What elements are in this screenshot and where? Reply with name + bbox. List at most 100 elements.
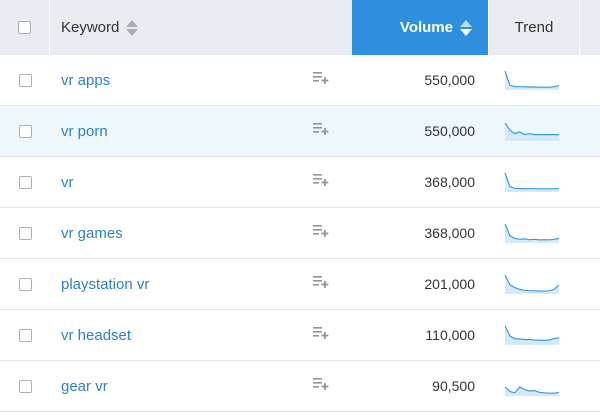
volume-value: 90,500	[432, 378, 475, 394]
keyword-link[interactable]: vr headset	[61, 326, 132, 344]
volume-header-label: Volume	[399, 19, 453, 36]
trend-area	[505, 326, 559, 345]
row-checkbox[interactable]	[18, 277, 32, 291]
playlist-add-icon[interactable]	[313, 173, 329, 192]
volume-cell: 368,000	[352, 208, 488, 258]
trend-sparkline	[504, 386, 560, 396]
trend-cell	[504, 208, 562, 258]
volume-cell: 90,500	[352, 361, 488, 411]
add-to-list-cell	[306, 157, 336, 207]
trend-area	[505, 173, 559, 192]
keyword-link[interactable]: vr porn	[61, 122, 108, 140]
trend-sparkline	[504, 274, 560, 294]
table-row: playstation vr 201,000	[0, 259, 600, 310]
keyword-cell: vr porn	[50, 106, 300, 156]
table-row: vr 368,000	[0, 157, 600, 208]
volume-value: 368,000	[424, 225, 475, 241]
volume-value: 550,000	[424, 72, 475, 88]
volume-cell: 201,000	[352, 259, 488, 309]
row-checkbox[interactable]	[18, 328, 32, 342]
trend-line	[504, 325, 560, 341]
row-checkbox-cell	[0, 208, 50, 258]
add-to-list-cell	[306, 259, 336, 309]
trend-sparkline	[504, 325, 560, 345]
trend-area	[505, 224, 559, 243]
row-checkbox-cell	[0, 55, 50, 105]
table-row: vr headset 110,000	[0, 310, 600, 361]
add-to-list-cell	[306, 208, 336, 258]
trend-sparkline	[504, 122, 559, 141]
volume-value: 201,000	[424, 276, 475, 292]
add-to-list-cell	[306, 55, 336, 105]
row-checkbox[interactable]	[18, 175, 32, 189]
playlist-add-icon[interactable]	[313, 122, 329, 141]
table-row: vr games 368,000	[0, 208, 600, 259]
row-checkbox[interactable]	[18, 379, 32, 393]
row-checkbox-cell	[0, 106, 50, 156]
keyword-link[interactable]: playstation vr	[61, 275, 150, 293]
trend-cell	[504, 106, 562, 156]
trend-area	[505, 122, 559, 141]
trend-column-header: Trend	[488, 0, 580, 55]
playlist-add-icon[interactable]	[313, 71, 329, 90]
trend-sparkline	[504, 172, 560, 192]
keyword-cell: vr	[50, 157, 300, 207]
volume-cell: 368,000	[352, 157, 488, 207]
trend-line	[504, 274, 560, 292]
playlist-add-icon[interactable]	[313, 275, 329, 294]
trend-cell	[504, 361, 562, 411]
sort-arrows-icon[interactable]	[460, 19, 472, 37]
trend-cell	[504, 259, 562, 309]
keyword-cell: playstation vr	[50, 259, 300, 309]
select-all-checkbox[interactable]	[18, 21, 31, 34]
trend-area	[505, 71, 559, 90]
row-checkbox[interactable]	[18, 226, 32, 240]
table-row: gear vr 90,500	[0, 361, 600, 412]
volume-cell: 550,000	[352, 55, 488, 105]
keyword-cell: vr apps	[50, 55, 300, 105]
table-row: vr apps 550,000	[0, 55, 600, 106]
volume-column-header[interactable]: Volume	[352, 0, 488, 55]
keyword-link[interactable]: gear vr	[61, 377, 108, 395]
keyword-column-header[interactable]: Keyword	[50, 0, 352, 55]
volume-value: 110,000	[425, 327, 475, 343]
add-to-list-cell	[306, 361, 336, 411]
row-checkbox-cell	[0, 157, 50, 207]
keyword-cell: gear vr	[50, 361, 300, 411]
keyword-link[interactable]: vr games	[61, 224, 123, 242]
trend-line	[504, 223, 560, 241]
row-checkbox-cell	[0, 361, 50, 411]
volume-cell: 550,000	[352, 106, 488, 156]
trend-line	[504, 70, 560, 88]
trend-line	[504, 172, 560, 190]
row-checkbox[interactable]	[18, 124, 32, 138]
trend-cell	[504, 310, 562, 360]
table-header: Keyword Volume Trend	[0, 0, 600, 55]
row-checkbox-cell	[0, 310, 50, 360]
keyword-header-label: Keyword	[61, 19, 120, 36]
trend-sparkline	[504, 223, 560, 243]
sort-arrows-icon[interactable]	[126, 19, 139, 37]
trend-sparkline	[504, 70, 560, 90]
table-row: vr porn 550,000	[0, 106, 600, 157]
keyword-link[interactable]: vr	[61, 173, 74, 191]
volume-value: 368,000	[424, 174, 475, 190]
trend-cell	[504, 55, 562, 105]
header-checkbox-cell	[0, 0, 50, 55]
volume-value: 550,000	[424, 123, 475, 139]
add-to-list-cell	[306, 310, 336, 360]
row-checkbox[interactable]	[18, 73, 32, 87]
keyword-cell: vr games	[50, 208, 300, 258]
row-checkbox-cell	[0, 259, 50, 309]
keyword-cell: vr headset	[50, 310, 300, 360]
playlist-add-icon[interactable]	[313, 224, 329, 243]
trend-line	[504, 386, 560, 394]
trend-area	[505, 386, 559, 396]
playlist-add-icon[interactable]	[313, 326, 329, 345]
keyword-link[interactable]: vr apps	[61, 71, 111, 89]
trend-header-label: Trend	[514, 19, 554, 36]
trend-line	[504, 122, 559, 136]
volume-cell: 110,000	[352, 310, 488, 360]
playlist-add-icon[interactable]	[313, 377, 329, 396]
